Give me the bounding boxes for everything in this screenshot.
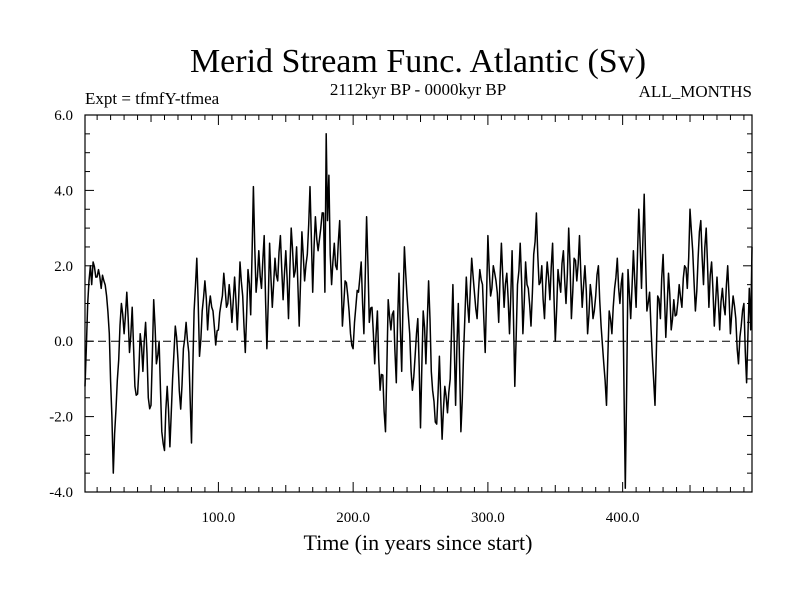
- x-tick-label: 400.0: [606, 510, 640, 526]
- x-tick-label: 200.0: [336, 510, 370, 526]
- y-tick-label: -4.0: [49, 485, 73, 501]
- chart-subtitle-left: Expt = tfmfY-tfmea: [85, 89, 220, 108]
- chart-title: Merid Stream Func. Atlantic (Sv): [190, 43, 646, 80]
- series-line: [84, 133, 753, 489]
- y-tick-label: -2.0: [49, 410, 73, 426]
- y-tick-label: 6.0: [54, 108, 73, 124]
- y-tick-label: 0.0: [54, 334, 73, 350]
- x-tick-label: 100.0: [202, 510, 236, 526]
- x-axis: 100.0 200.0 300.0 400.0: [96, 115, 745, 526]
- chart-subtitle-right: ALL_MONTHS: [639, 82, 752, 101]
- plot-area-frame: [84, 114, 753, 493]
- chart-subtitle-center: 2112kyr BP - 0000kyr BP: [330, 80, 506, 99]
- y-tick-label: 4.0: [54, 183, 73, 199]
- x-axis-label: Time (in years since start): [304, 530, 533, 555]
- x-tick-label: 300.0: [471, 510, 505, 526]
- y-tick-label: 2.0: [54, 259, 73, 275]
